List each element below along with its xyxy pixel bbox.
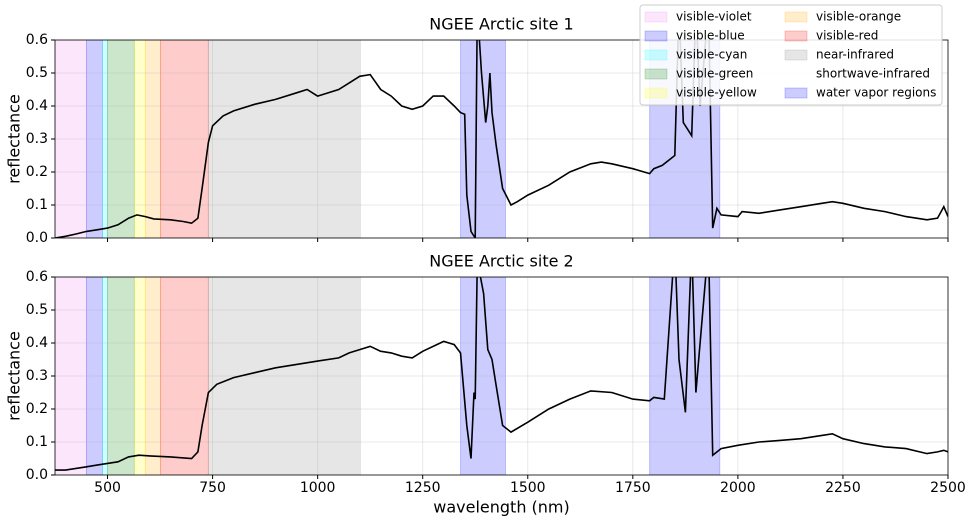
x-tick-label: 1750	[615, 480, 651, 496]
y-tick-label: 0.2	[26, 164, 48, 180]
legend-swatch	[644, 87, 668, 99]
y-tick-label: 0.1	[26, 197, 48, 213]
legend-label: visible-green	[676, 67, 753, 81]
band	[55, 40, 88, 238]
band	[55, 277, 88, 475]
legend-swatch	[784, 87, 808, 99]
legend-label: visible-blue	[676, 29, 745, 43]
band	[133, 40, 146, 238]
spectrum-line	[55, 40, 948, 238]
legend-box	[639, 4, 943, 106]
y-tick-label: 0.6	[26, 269, 48, 285]
band	[101, 40, 109, 238]
legend-label: visible-red	[816, 29, 878, 43]
y-tick-label: 0.5	[26, 65, 48, 81]
y-axis-label: reflectance	[5, 94, 24, 184]
legend-swatch	[784, 49, 808, 61]
band	[207, 277, 362, 475]
legend-swatch	[644, 49, 668, 61]
band	[159, 277, 209, 475]
x-tick-label: 750	[199, 480, 226, 496]
spectrum-line	[55, 277, 948, 471]
y-tick-label: 0.3	[26, 131, 48, 147]
y-tick-label: 0.3	[26, 368, 48, 384]
x-tick-label: 500	[94, 480, 121, 496]
band	[144, 40, 161, 238]
band	[101, 277, 109, 475]
legend-swatch	[784, 68, 808, 80]
legend-label: near-infrared	[816, 48, 894, 62]
legend-label: shortwave-infrared	[816, 67, 930, 81]
x-tick-label: 1500	[510, 480, 546, 496]
band	[360, 277, 948, 475]
x-tick-label: 1000	[300, 480, 336, 496]
x-axis-label: wavelength (nm)	[433, 498, 570, 517]
y-tick-label: 0.5	[26, 302, 48, 318]
legend-swatch	[644, 68, 668, 80]
chart-title: NGEE Arctic site 2	[429, 252, 573, 271]
y-tick-label: 0.4	[26, 98, 48, 114]
legend-label: water vapor regions	[816, 86, 936, 100]
legend-swatch	[784, 30, 808, 42]
y-axis-label: reflectance	[5, 331, 24, 421]
y-tick-label: 0.4	[26, 335, 48, 351]
legend-label: visible-cyan	[676, 48, 747, 62]
band	[86, 40, 103, 238]
band	[649, 277, 721, 475]
axes-frame	[54, 39, 949, 239]
plot-area	[55, 277, 948, 475]
axes-frame	[54, 276, 949, 476]
x-tick-label: 2000	[720, 480, 756, 496]
legend-label: visible-yellow	[676, 86, 757, 100]
x-tick-label: 2500	[930, 480, 966, 496]
x-tick-label: 2250	[825, 480, 861, 496]
y-tick-label: 0.0	[26, 467, 48, 483]
legend-swatch	[644, 11, 668, 23]
y-tick-label: 0.2	[26, 401, 48, 417]
band	[460, 277, 506, 475]
band	[107, 40, 135, 238]
y-tick-label: 0.1	[26, 434, 48, 450]
band	[207, 40, 362, 238]
x-tick-label: 1250	[405, 480, 441, 496]
band	[107, 277, 135, 475]
legend: visible-violet visible-blue visible-cyan vi…	[639, 4, 943, 106]
band	[133, 277, 146, 475]
legend-swatch	[644, 30, 668, 42]
chart-title: NGEE Arctic site 1	[429, 15, 573, 34]
y-tick-label: 0.0	[26, 230, 48, 246]
legend-label: visible-orange	[816, 10, 901, 24]
band	[144, 277, 161, 475]
band	[86, 277, 103, 475]
legend-swatch	[784, 11, 808, 23]
y-tick-label: 0.6	[26, 32, 48, 48]
legend-label: visible-violet	[676, 10, 752, 24]
